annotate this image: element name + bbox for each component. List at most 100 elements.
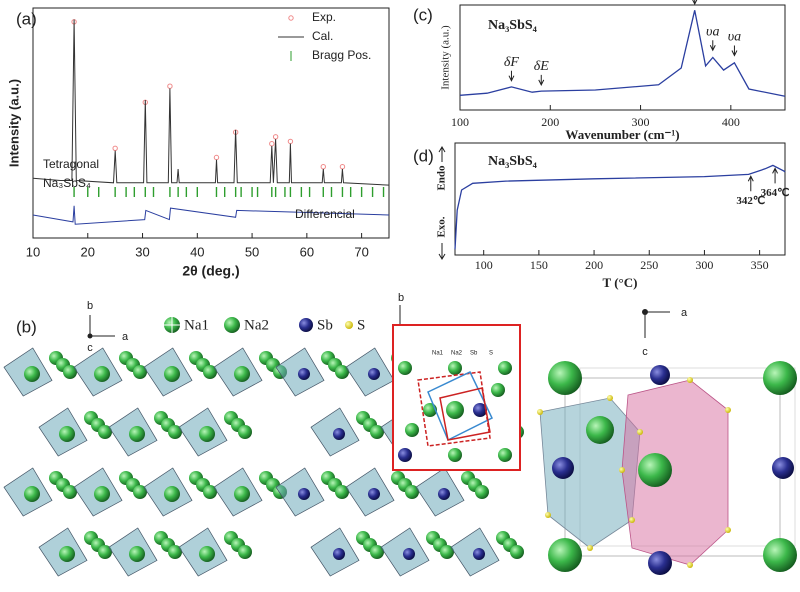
atom xyxy=(405,423,419,437)
axis-label: a xyxy=(681,307,688,319)
atom xyxy=(510,545,524,559)
inset-cell xyxy=(427,371,493,442)
atom xyxy=(333,548,345,560)
x-tick-label: 30 xyxy=(135,244,149,259)
y-axis-label: Intensity (a.u.) xyxy=(440,25,452,90)
annotation-label: υa xyxy=(728,30,741,45)
legend-atom-lines xyxy=(164,317,180,333)
atom xyxy=(403,548,415,560)
annotation-arrow xyxy=(538,74,545,87)
atom xyxy=(552,457,574,479)
axis-label: c xyxy=(642,346,648,358)
panel-label: (b) xyxy=(16,317,37,336)
atom xyxy=(168,425,182,439)
atom xyxy=(94,366,110,382)
atom xyxy=(648,551,672,575)
endo-arrow xyxy=(438,146,446,162)
atom xyxy=(548,538,582,572)
x-tick-label: 300 xyxy=(632,115,650,129)
atom xyxy=(133,485,147,499)
series-line xyxy=(32,19,390,186)
annotation-arrow xyxy=(731,45,738,57)
x-tick-label: 60 xyxy=(300,244,314,259)
exo-arrow xyxy=(438,243,446,260)
atom xyxy=(725,527,731,533)
atom xyxy=(498,361,512,375)
x-tick-label: 100 xyxy=(475,258,493,272)
x-tick-label: 10 xyxy=(26,244,40,259)
atom xyxy=(234,486,250,502)
chart-title: Na₃SbS₄ xyxy=(488,154,538,169)
atom xyxy=(370,425,384,439)
atom xyxy=(199,426,215,442)
atom xyxy=(475,485,489,499)
panel-label: (c) xyxy=(413,5,433,24)
inset-frame xyxy=(392,324,521,471)
atom xyxy=(637,429,643,435)
atom xyxy=(368,488,380,500)
atom xyxy=(725,407,731,413)
atom xyxy=(98,545,112,559)
axis-label: b xyxy=(398,292,404,304)
annotation-label: υa xyxy=(706,24,719,39)
legend-label: Exp. xyxy=(312,10,336,24)
atom xyxy=(164,366,180,382)
annotation-label: δF xyxy=(504,55,520,70)
inset-legend: Na2 xyxy=(451,351,463,357)
legend-atom xyxy=(345,321,353,329)
atom xyxy=(629,517,635,523)
x-tick-label: 150 xyxy=(530,258,548,272)
plot-frame xyxy=(32,7,390,239)
inset-legend: Sb xyxy=(470,351,478,357)
legend-symbol xyxy=(288,15,294,21)
atom xyxy=(763,361,797,395)
y-axis-label-endo: Endo xyxy=(436,165,448,191)
atom xyxy=(94,486,110,502)
x-tick-label: 20 xyxy=(81,244,95,259)
atom xyxy=(438,488,450,500)
legend-label: Cal. xyxy=(312,29,333,43)
atom xyxy=(638,453,672,487)
annotation-arrow xyxy=(709,40,716,52)
legend-atom xyxy=(224,317,240,333)
annotation-arrow xyxy=(747,175,754,192)
atom xyxy=(448,448,462,462)
exp-point xyxy=(287,138,294,145)
atom xyxy=(129,546,145,562)
atom xyxy=(619,467,625,473)
atom xyxy=(164,486,180,502)
atom xyxy=(168,545,182,559)
x-tick-label: 50 xyxy=(245,244,259,259)
atom xyxy=(63,485,77,499)
atom xyxy=(405,485,419,499)
atom xyxy=(607,395,613,401)
atom xyxy=(537,409,543,415)
atom xyxy=(498,448,512,462)
axis-label: a xyxy=(122,331,129,343)
exp-point xyxy=(167,83,173,89)
atom xyxy=(203,365,217,379)
x-axis-label: 2θ (deg.) xyxy=(182,263,239,279)
x-tick-label: 200 xyxy=(585,258,603,272)
atom xyxy=(98,425,112,439)
plot-frame xyxy=(459,4,786,111)
atom xyxy=(548,361,582,395)
inset-cell xyxy=(439,387,491,441)
annotation-label: δE xyxy=(534,59,550,74)
x-tick-label: 40 xyxy=(190,244,204,259)
legend-label: Bragg Pos. xyxy=(312,48,371,62)
x-tick-label: 300 xyxy=(695,258,713,272)
legend-label: Na1 xyxy=(184,317,209,333)
annotation-label: 364℃ xyxy=(761,187,790,199)
x-tick-label: 200 xyxy=(541,115,559,129)
inset-legend: Na1 xyxy=(432,351,444,357)
atom xyxy=(129,426,145,442)
atom xyxy=(650,365,670,385)
exp-point xyxy=(272,134,279,140)
plot-frame xyxy=(454,142,786,256)
atom xyxy=(24,366,40,382)
axis-origin xyxy=(87,333,93,339)
atom xyxy=(59,426,75,442)
exp-point xyxy=(269,141,275,147)
